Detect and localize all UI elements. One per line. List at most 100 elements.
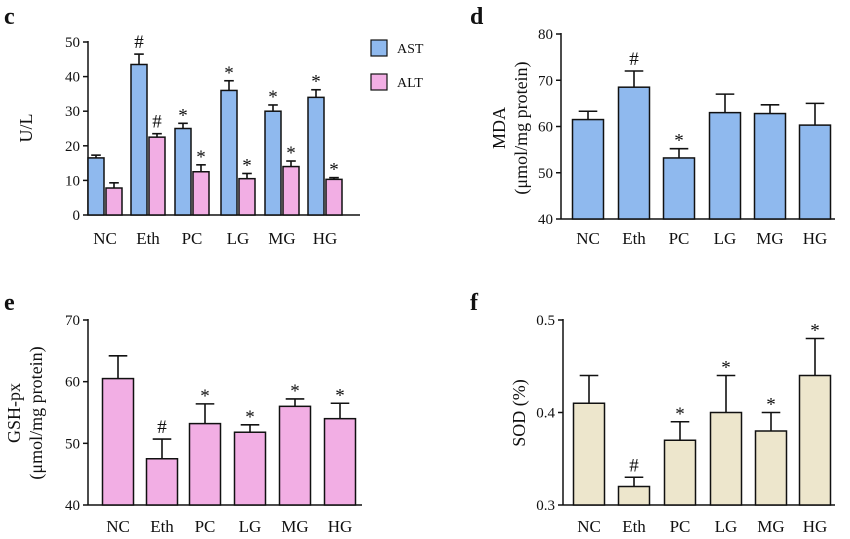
bar-gsh-px bbox=[278, 405, 312, 506]
significance-star: * bbox=[335, 385, 345, 406]
x-category-label: PC bbox=[669, 229, 690, 248]
y-tick-label: 0.3 bbox=[536, 498, 555, 514]
bar-gsh-px bbox=[101, 377, 135, 506]
x-category-label: PC bbox=[182, 229, 203, 248]
y-axis-label: SOD (%) bbox=[509, 379, 530, 447]
significance-hash: # bbox=[134, 32, 144, 53]
bar-sod bbox=[754, 430, 788, 506]
y-tick-label: 0.4 bbox=[536, 406, 555, 422]
bar-sod bbox=[617, 485, 651, 506]
chart-panel-f: f 0.3 0.4 0.5 SOD (%) NC Eth PC LG MG HG # * * * * bbox=[470, 290, 835, 536]
x-category-label: LG bbox=[227, 229, 250, 248]
bar-gsh-px bbox=[145, 458, 179, 506]
significance-star: * bbox=[290, 381, 300, 402]
bar-ast bbox=[87, 157, 105, 216]
y-tick-label: 50 bbox=[65, 35, 80, 51]
significance-star: * bbox=[286, 143, 296, 164]
x-category-label: HG bbox=[328, 517, 353, 536]
y-tick-label: 80 bbox=[538, 27, 553, 43]
significance-star: * bbox=[721, 358, 731, 379]
x-category-label: LG bbox=[715, 517, 738, 536]
y-tick-label: 0.5 bbox=[536, 313, 555, 329]
y-tick-label: 60 bbox=[538, 120, 553, 136]
y-tick-label: 70 bbox=[538, 73, 553, 89]
x-category-label: HG bbox=[313, 229, 338, 248]
y-tick-label: 50 bbox=[65, 436, 80, 452]
x-category-label: Eth bbox=[150, 517, 174, 536]
significance-star: * bbox=[224, 63, 234, 84]
bar-ast bbox=[264, 110, 282, 216]
bar-alt bbox=[282, 165, 300, 216]
x-category-label: MG bbox=[268, 229, 295, 248]
bar-mda bbox=[571, 118, 605, 220]
panel-letter: d bbox=[470, 4, 484, 30]
chart-panel-e: e 40 50 60 70 GSH-px (μmol/mg protein) NC Eth PC L… bbox=[4, 290, 362, 536]
significance-star: * bbox=[311, 72, 321, 93]
panel-letter: f bbox=[470, 290, 479, 316]
significance-star: * bbox=[329, 160, 339, 181]
bar-gsh-px bbox=[323, 417, 357, 506]
y-axis-label: U/L bbox=[16, 114, 36, 143]
x-category-label: NC bbox=[93, 229, 117, 248]
chart-panel-d: d 40 50 60 70 80 MDA (μmol/mg protein) NC Eth PC LG… bbox=[470, 4, 835, 248]
legend-label: ALT bbox=[397, 76, 423, 91]
legend-swatch-ast bbox=[370, 39, 388, 57]
y-tick-label: 40 bbox=[65, 70, 80, 86]
significance-star: * bbox=[178, 105, 188, 126]
bar-alt bbox=[325, 178, 343, 216]
significance-star: * bbox=[200, 386, 210, 407]
bar-gsh-px bbox=[188, 422, 222, 506]
bar-mda bbox=[798, 124, 832, 220]
significance-star: * bbox=[810, 321, 820, 342]
significance-hash: # bbox=[152, 112, 162, 133]
significance-hash: # bbox=[629, 455, 639, 476]
legend-swatch-alt bbox=[370, 73, 388, 91]
significance-star: * bbox=[196, 147, 206, 168]
x-category-label: MG bbox=[756, 229, 783, 248]
bar-ast bbox=[130, 63, 148, 216]
bar-mda bbox=[753, 112, 787, 220]
x-category-label: PC bbox=[195, 517, 216, 536]
bar-mda bbox=[708, 111, 742, 220]
significance-star: * bbox=[242, 155, 252, 176]
bar-sod bbox=[709, 411, 743, 506]
x-category-label: LG bbox=[239, 517, 262, 536]
significance-star: * bbox=[766, 395, 776, 416]
significance-star: * bbox=[675, 404, 685, 425]
y-tick-label: 40 bbox=[538, 212, 553, 228]
y-tick-label: 20 bbox=[65, 139, 80, 155]
y-tick-label: 40 bbox=[65, 498, 80, 514]
y-tick-label: 60 bbox=[65, 375, 80, 391]
bar-mda bbox=[617, 86, 651, 220]
bar-sod bbox=[572, 402, 606, 506]
y-tick-label: 50 bbox=[538, 166, 553, 182]
bar-alt bbox=[238, 177, 256, 216]
x-category-label: Eth bbox=[622, 517, 646, 536]
bar-mda bbox=[662, 157, 696, 220]
y-axis-label: GSH-px bbox=[4, 383, 24, 443]
x-category-label: Eth bbox=[136, 229, 160, 248]
bar-alt bbox=[148, 136, 166, 216]
significance-star: * bbox=[268, 87, 278, 108]
x-category-label: HG bbox=[803, 517, 828, 536]
x-category-label: LG bbox=[714, 229, 737, 248]
bar-ast bbox=[307, 96, 325, 216]
x-category-label: HG bbox=[803, 229, 828, 248]
legend-label: AST bbox=[397, 42, 424, 57]
bar-sod bbox=[663, 439, 697, 506]
x-category-label: MG bbox=[757, 517, 784, 536]
y-axis-unit-label: (μmol/mg protein) bbox=[26, 346, 47, 479]
y-tick-label: 70 bbox=[65, 313, 80, 329]
bar-sod bbox=[798, 374, 832, 506]
bar-alt bbox=[192, 171, 210, 216]
bar-alt bbox=[105, 187, 123, 216]
y-axis-label: MDA bbox=[489, 107, 509, 149]
y-tick-label: 30 bbox=[65, 104, 80, 120]
bar-ast bbox=[220, 89, 238, 216]
significance-star: * bbox=[674, 131, 684, 152]
x-category-label: Eth bbox=[622, 229, 646, 248]
x-category-label: NC bbox=[106, 517, 130, 536]
y-tick-label: 0 bbox=[73, 208, 81, 224]
panel-letter: e bbox=[4, 290, 15, 316]
